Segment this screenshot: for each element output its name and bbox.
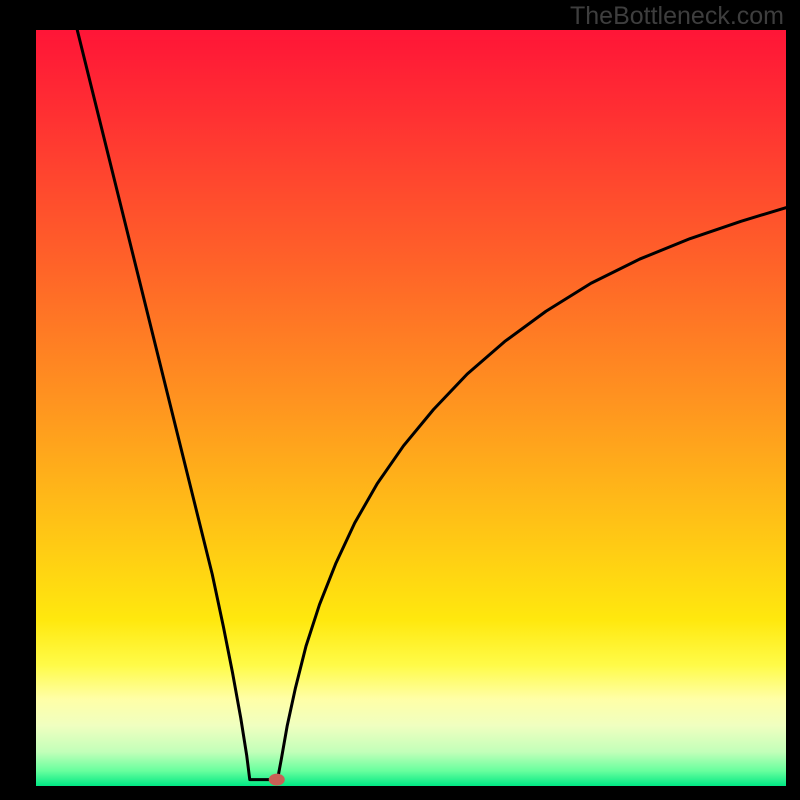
bottleneck-curve [36,30,786,786]
watermark-text: TheBottleneck.com [570,2,784,31]
bottleneck-curve-path [77,30,786,780]
chart-container: TheBottleneck.com [0,0,800,800]
gradient-plot-area [36,30,786,786]
optimal-point-marker [269,774,285,786]
